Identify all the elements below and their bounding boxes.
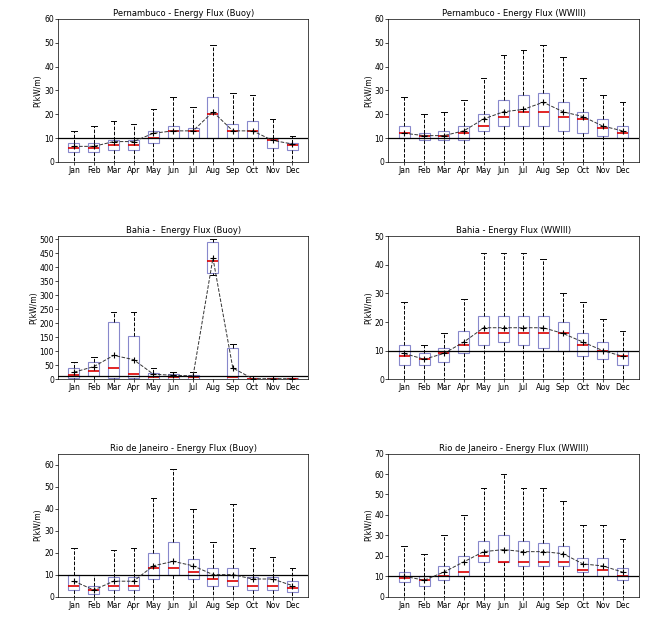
- Y-axis label: P(kW/m): P(kW/m): [364, 291, 373, 324]
- PathPatch shape: [208, 242, 219, 273]
- PathPatch shape: [399, 572, 410, 582]
- PathPatch shape: [108, 322, 119, 378]
- PathPatch shape: [459, 556, 470, 576]
- Title: Bahia - Energy Flux (WWIII): Bahia - Energy Flux (WWIII): [456, 227, 571, 236]
- PathPatch shape: [399, 345, 410, 365]
- PathPatch shape: [227, 568, 238, 585]
- PathPatch shape: [518, 541, 529, 566]
- Y-axis label: P(kW/m): P(kW/m): [34, 509, 43, 541]
- Title: Pernambuco - Energy Flux (Buoy): Pernambuco - Energy Flux (Buoy): [112, 9, 253, 18]
- PathPatch shape: [68, 143, 79, 153]
- PathPatch shape: [558, 102, 568, 131]
- PathPatch shape: [188, 375, 199, 379]
- PathPatch shape: [558, 322, 568, 350]
- Y-axis label: P(kW/m): P(kW/m): [364, 509, 373, 541]
- Title: Pernambuco - Energy Flux (WWIII): Pernambuco - Energy Flux (WWIII): [442, 9, 586, 18]
- PathPatch shape: [148, 553, 159, 579]
- Title: Rio de Janeiro - Energy Flux (WWIII): Rio de Janeiro - Energy Flux (WWIII): [439, 444, 588, 453]
- PathPatch shape: [498, 100, 509, 126]
- PathPatch shape: [208, 568, 219, 585]
- PathPatch shape: [577, 333, 588, 356]
- PathPatch shape: [108, 141, 119, 150]
- PathPatch shape: [419, 576, 430, 587]
- PathPatch shape: [88, 143, 99, 153]
- PathPatch shape: [419, 354, 430, 365]
- PathPatch shape: [617, 126, 628, 138]
- PathPatch shape: [108, 577, 119, 590]
- PathPatch shape: [518, 95, 529, 126]
- PathPatch shape: [208, 97, 219, 138]
- PathPatch shape: [538, 543, 549, 566]
- PathPatch shape: [168, 126, 179, 138]
- PathPatch shape: [188, 559, 199, 579]
- PathPatch shape: [399, 126, 410, 138]
- PathPatch shape: [617, 568, 628, 580]
- Y-axis label: P(kW/m): P(kW/m): [364, 74, 373, 107]
- PathPatch shape: [148, 131, 159, 143]
- PathPatch shape: [577, 112, 588, 133]
- PathPatch shape: [439, 131, 450, 141]
- PathPatch shape: [247, 121, 258, 138]
- PathPatch shape: [597, 342, 608, 359]
- PathPatch shape: [128, 336, 139, 378]
- PathPatch shape: [267, 378, 278, 379]
- PathPatch shape: [148, 373, 159, 379]
- PathPatch shape: [128, 141, 139, 150]
- PathPatch shape: [168, 374, 179, 379]
- PathPatch shape: [459, 126, 470, 141]
- PathPatch shape: [597, 558, 608, 576]
- PathPatch shape: [478, 317, 489, 345]
- PathPatch shape: [188, 129, 199, 138]
- PathPatch shape: [247, 378, 258, 379]
- PathPatch shape: [498, 317, 509, 342]
- PathPatch shape: [287, 378, 298, 379]
- PathPatch shape: [247, 577, 258, 590]
- PathPatch shape: [597, 119, 608, 136]
- PathPatch shape: [287, 581, 298, 592]
- PathPatch shape: [538, 317, 549, 348]
- PathPatch shape: [287, 143, 298, 150]
- PathPatch shape: [227, 349, 238, 379]
- PathPatch shape: [68, 368, 79, 378]
- PathPatch shape: [577, 558, 588, 572]
- PathPatch shape: [128, 577, 139, 590]
- PathPatch shape: [478, 541, 489, 562]
- PathPatch shape: [459, 330, 470, 354]
- PathPatch shape: [68, 575, 79, 590]
- PathPatch shape: [88, 585, 99, 594]
- PathPatch shape: [419, 133, 430, 141]
- PathPatch shape: [439, 348, 450, 362]
- PathPatch shape: [168, 541, 179, 575]
- PathPatch shape: [498, 535, 509, 562]
- Y-axis label: P(kW/m): P(kW/m): [34, 74, 43, 107]
- PathPatch shape: [267, 138, 278, 148]
- PathPatch shape: [88, 362, 99, 376]
- Y-axis label: P(kW/m): P(kW/m): [29, 291, 38, 324]
- Title: Bahia -  Energy Flux (Buoy): Bahia - Energy Flux (Buoy): [126, 227, 241, 236]
- PathPatch shape: [227, 124, 238, 138]
- PathPatch shape: [538, 93, 549, 126]
- PathPatch shape: [267, 577, 278, 590]
- PathPatch shape: [558, 546, 568, 566]
- PathPatch shape: [439, 566, 450, 580]
- PathPatch shape: [518, 317, 529, 345]
- PathPatch shape: [617, 350, 628, 365]
- Title: Rio de Janeiro - Energy Flux (Buoy): Rio de Janeiro - Energy Flux (Buoy): [110, 444, 257, 453]
- PathPatch shape: [478, 114, 489, 131]
